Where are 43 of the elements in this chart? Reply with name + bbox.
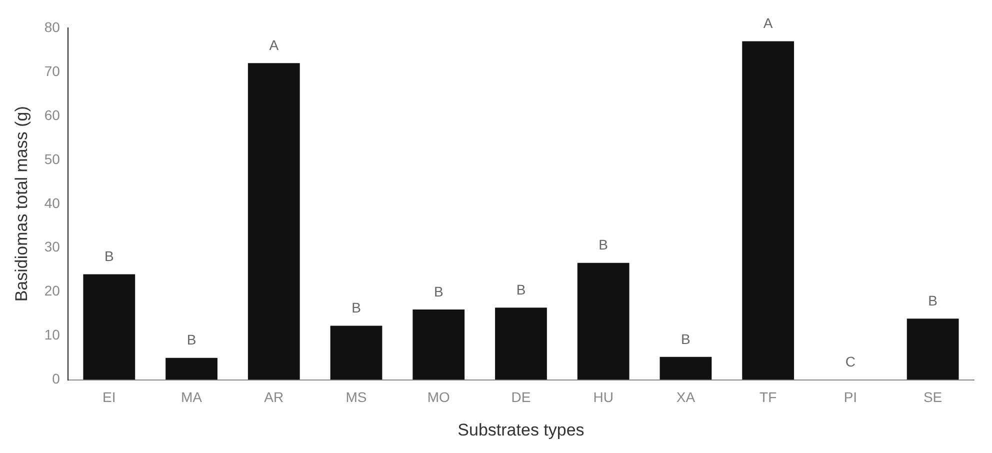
- y-tick-label: 50: [44, 150, 60, 167]
- y-tick-label: 60: [44, 106, 60, 123]
- x-tick-label: XA: [676, 389, 696, 406]
- x-tick-label: MO: [427, 389, 450, 406]
- annotation: B: [928, 292, 938, 309]
- x-tick-label: DE: [511, 389, 531, 406]
- x-tick-label: MS: [346, 389, 367, 406]
- annotation: B: [186, 332, 196, 348]
- y-tick-label: 80: [44, 18, 60, 35]
- annotation: B: [352, 300, 361, 316]
- bar: [577, 262, 630, 380]
- annotation: B: [516, 282, 526, 298]
- y-tick-label: 10: [44, 326, 60, 343]
- bar: [412, 309, 465, 380]
- annotation: A: [269, 37, 280, 54]
- x-tick-label: EI: [102, 389, 116, 406]
- x-tick-label: AR: [264, 389, 284, 406]
- y-tick-label: 40: [44, 194, 60, 211]
- x-axis-title: Substrates types: [458, 420, 584, 440]
- bar: [83, 274, 136, 380]
- annotation: B: [434, 283, 444, 300]
- y-tick-label: 0: [52, 370, 60, 387]
- y-axis-title: Basidiomas total mass (g): [12, 106, 31, 302]
- bar: [330, 326, 382, 380]
- y-tick-label: 70: [44, 62, 60, 79]
- bar: [660, 356, 712, 380]
- annotation: B: [104, 248, 114, 264]
- bar: [906, 318, 959, 380]
- y-tick-label: 20: [44, 282, 60, 299]
- x-tick-label: SE: [923, 389, 942, 406]
- annotation: A: [763, 15, 774, 32]
- x-tick-label: MA: [181, 389, 203, 406]
- x-tick-label: PI: [844, 389, 858, 406]
- bar: [742, 41, 794, 380]
- annotation: B: [681, 330, 690, 347]
- annotation: C: [845, 354, 856, 370]
- x-tick-label: HU: [593, 389, 614, 406]
- bar: [248, 63, 300, 380]
- y-tick-label: 30: [44, 238, 60, 255]
- x-tick-label: TF: [760, 389, 777, 406]
- annotation: B: [598, 236, 608, 253]
- bar: [166, 358, 218, 380]
- bar: [495, 308, 547, 380]
